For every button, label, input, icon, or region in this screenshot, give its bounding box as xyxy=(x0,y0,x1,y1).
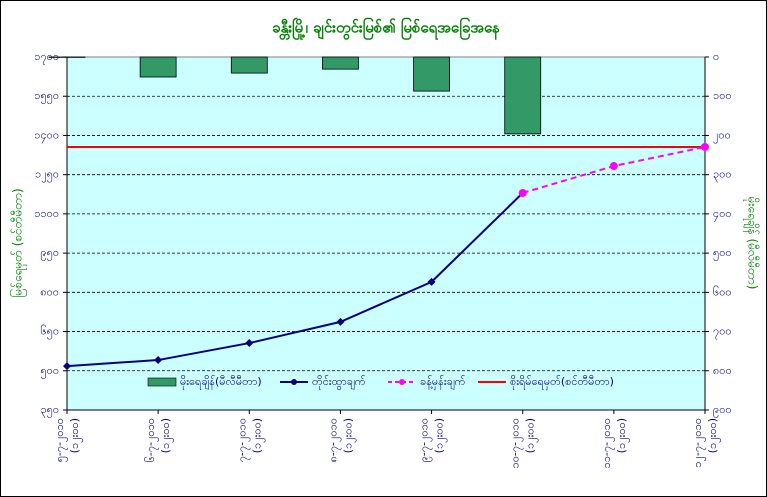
y2-tick-label: ၀ xyxy=(713,50,719,63)
y2-tick-label: ၂၀၀ xyxy=(713,128,731,143)
legend-label: မိုးရေချိန်(မီလီမီတာ) xyxy=(180,375,262,390)
y-tick-label: ၉၅၀ xyxy=(40,246,59,261)
bar xyxy=(139,56,177,78)
plot-area xyxy=(66,56,706,411)
y2-tick-label: ၃၀၀ xyxy=(713,168,732,183)
y2-tick-label: ၅၀၀ xyxy=(713,246,732,261)
y-tick-label: ၅၀၀ xyxy=(40,364,59,379)
y-tick-label: ၁၅၅၀ xyxy=(34,89,59,104)
x-tick-label: ၁၁-၇-၂၀၁၀ (၁၂း၀၀) xyxy=(600,418,630,468)
y-tick-label: ၁၄၀၀ xyxy=(34,128,59,143)
marker xyxy=(245,339,254,348)
y-tick-label: ၁၂၅၀ xyxy=(35,168,59,183)
x-tick-label: ၉-၇-၂၀၁၀ (၁၂း၀၀) xyxy=(418,418,448,462)
y-tick-label: ၈၀၀ xyxy=(40,285,59,298)
marker xyxy=(154,356,163,365)
y2-tick-label: ၈၀၀ xyxy=(713,364,732,377)
legend-box xyxy=(140,372,634,392)
x-tick-label: ၁၂-၇-၂၀၁၀ (၁၂း၀၀) xyxy=(691,418,721,468)
y-tick-label: ၆၅၀ xyxy=(40,325,59,340)
marker xyxy=(609,162,618,171)
legend-label: တိုင်းထွာချက် xyxy=(312,375,366,390)
y2-tick-label: ၆၀၀ xyxy=(713,285,732,298)
x-tick-label: ၁၀-၇-၂၀၁၀ (၁၂း၀၀) xyxy=(509,418,539,468)
y-tick-label: ၁၇၀၀ xyxy=(34,50,59,65)
y2-tick-label: ၇၀၀ xyxy=(713,325,732,340)
legend-marker xyxy=(399,379,405,385)
x-tick-label: ၅-၇-၂၀၁၀ (၁၂း၀၀) xyxy=(53,418,83,462)
marker xyxy=(63,362,71,371)
y2-tick-label: ၁၀၀ xyxy=(713,89,732,102)
x-tick-label: ၆-၇-၂၀၁၀ (၁၂း၀၀) xyxy=(144,418,174,462)
line xyxy=(66,192,524,368)
bar xyxy=(413,56,450,92)
bar xyxy=(504,56,542,135)
x-tick-label: ၇-၇-၂၀၁၀ (၁၂း၀၀) xyxy=(235,418,265,462)
y2-tick-label: ၉၀၀ xyxy=(713,403,732,418)
legend-swatch xyxy=(147,377,177,387)
legend-label: ခန့်မှန်းချက် xyxy=(420,375,466,390)
legend-label: စိုးရိမ်ရေမှတ်(စင်တီမီတာ) xyxy=(510,375,614,390)
marker xyxy=(701,142,709,151)
marker xyxy=(427,277,436,286)
y-tick-label: ၃၅၀ xyxy=(40,403,59,418)
x-tick-label: ၈-၇-၂၀၁၀ (၁၂း၀၀) xyxy=(326,418,356,462)
marker xyxy=(336,317,345,326)
bar xyxy=(230,56,268,74)
legend-marker xyxy=(291,379,297,385)
marker xyxy=(518,188,527,197)
y-axis-label: မြစ်ရေမှတ် (စင်တီမီတာ) xyxy=(9,188,28,297)
y2-axis-label: မိုးရေချိန် (မီလီမီတာ) xyxy=(743,197,761,290)
y-tick-label: ၁၁၀၀ xyxy=(34,207,59,220)
y2-tick-label: ၄၀၀ xyxy=(713,207,732,222)
bar xyxy=(322,56,359,70)
